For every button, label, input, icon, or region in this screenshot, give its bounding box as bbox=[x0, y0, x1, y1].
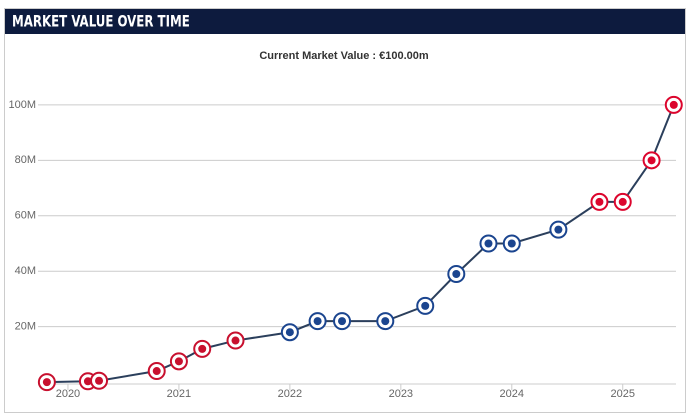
club-marker-inner bbox=[83, 377, 92, 386]
header-bar bbox=[5, 9, 685, 34]
club-marker-inner bbox=[452, 270, 461, 278]
x-tick-label: 2022 bbox=[278, 388, 302, 400]
club-marker-inner bbox=[42, 378, 51, 387]
y-tick-label: 60M bbox=[15, 210, 36, 222]
y-tick-label: 40M bbox=[15, 265, 36, 277]
club-marker-inner bbox=[421, 301, 430, 310]
club-marker-inner bbox=[554, 225, 563, 234]
club-marker-inner bbox=[174, 357, 183, 366]
y-tick-label: 80M bbox=[15, 154, 36, 166]
x-tick-label: 2025 bbox=[610, 388, 634, 400]
club-marker-inner bbox=[152, 367, 161, 376]
club-marker-inner bbox=[484, 239, 493, 248]
club-marker-inner bbox=[231, 336, 240, 345]
club-marker-inner bbox=[507, 239, 516, 248]
club-marker-inner bbox=[285, 328, 294, 337]
club-marker-inner bbox=[338, 317, 347, 326]
club-marker-inner bbox=[95, 376, 104, 385]
club-marker-inner bbox=[618, 197, 627, 206]
x-tick-label: 2023 bbox=[389, 388, 413, 400]
club-marker-inner bbox=[595, 197, 604, 206]
club-marker-inner bbox=[381, 317, 390, 326]
chart-subtitle: Current Market Value : €100.00m bbox=[259, 50, 429, 62]
club-marker-inner bbox=[198, 344, 207, 353]
club-marker-inner bbox=[313, 317, 322, 326]
x-tick-label: 2021 bbox=[167, 388, 191, 400]
x-tick-label: 2024 bbox=[500, 388, 524, 400]
club-marker-inner bbox=[647, 156, 656, 165]
y-tick-label: 100M bbox=[8, 99, 36, 111]
club-marker-inner bbox=[669, 100, 678, 109]
chart-title: MARKET VALUE OVER TIME bbox=[12, 12, 190, 31]
panel bbox=[4, 8, 686, 413]
y-tick-label: 20M bbox=[15, 321, 36, 333]
x-tick-label: 2020 bbox=[56, 388, 80, 400]
